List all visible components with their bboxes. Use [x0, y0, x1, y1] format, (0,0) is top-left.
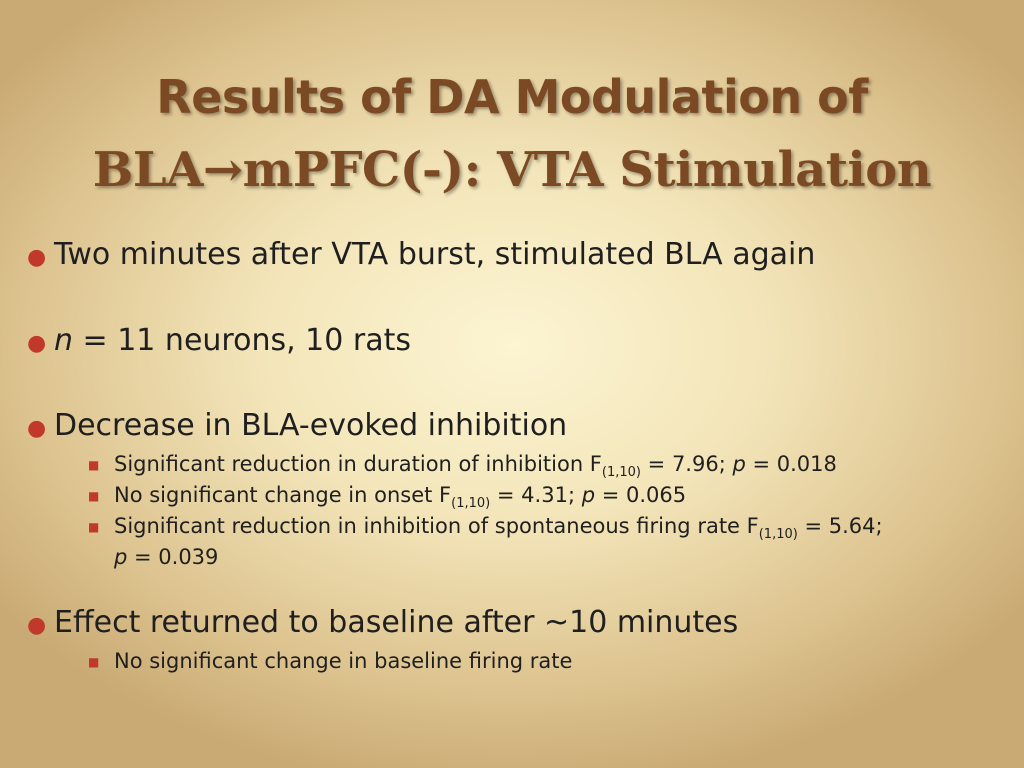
round-bullet-icon: ●	[27, 613, 47, 638]
round-bullet-icon: ●	[27, 331, 47, 356]
sub-bullet-item: Significant reduction in duration of inh…	[114, 452, 837, 480]
italic-n: n	[54, 323, 74, 358]
square-bullet-icon: ■	[88, 520, 100, 534]
round-bullet-icon: ●	[27, 245, 47, 270]
square-bullet-icon: ■	[88, 655, 100, 669]
sub-bullet-item-continuation: p = 0.039	[114, 545, 219, 569]
slide-title-line-2: BLA→mPFC(-): VTA Stimulation	[92, 142, 932, 198]
slide-title-line-1: Results of DA Modulation of	[156, 70, 868, 124]
sub-bullet-item: No significant change in baseline firing…	[114, 649, 573, 673]
sub-bullet-item: Significant reduction in inhibition of s…	[114, 514, 883, 542]
square-bullet-icon: ■	[88, 458, 100, 472]
bullet-item: Effect returned to baseline after ~10 mi…	[54, 605, 739, 640]
bullet-item: Two minutes after VTA burst, stimulated …	[54, 237, 816, 272]
square-bullet-icon: ■	[88, 489, 100, 503]
bullet-item: Decrease in BLA-evoked inhibition	[54, 408, 568, 443]
sub-bullet-item: No significant change in onset F(1,10) =…	[114, 483, 687, 511]
bullet-item: n = 11 neurons, 10 rats	[54, 323, 411, 358]
bullet-text: = 11 neurons, 10 rats	[73, 323, 411, 358]
round-bullet-icon: ●	[27, 416, 47, 441]
